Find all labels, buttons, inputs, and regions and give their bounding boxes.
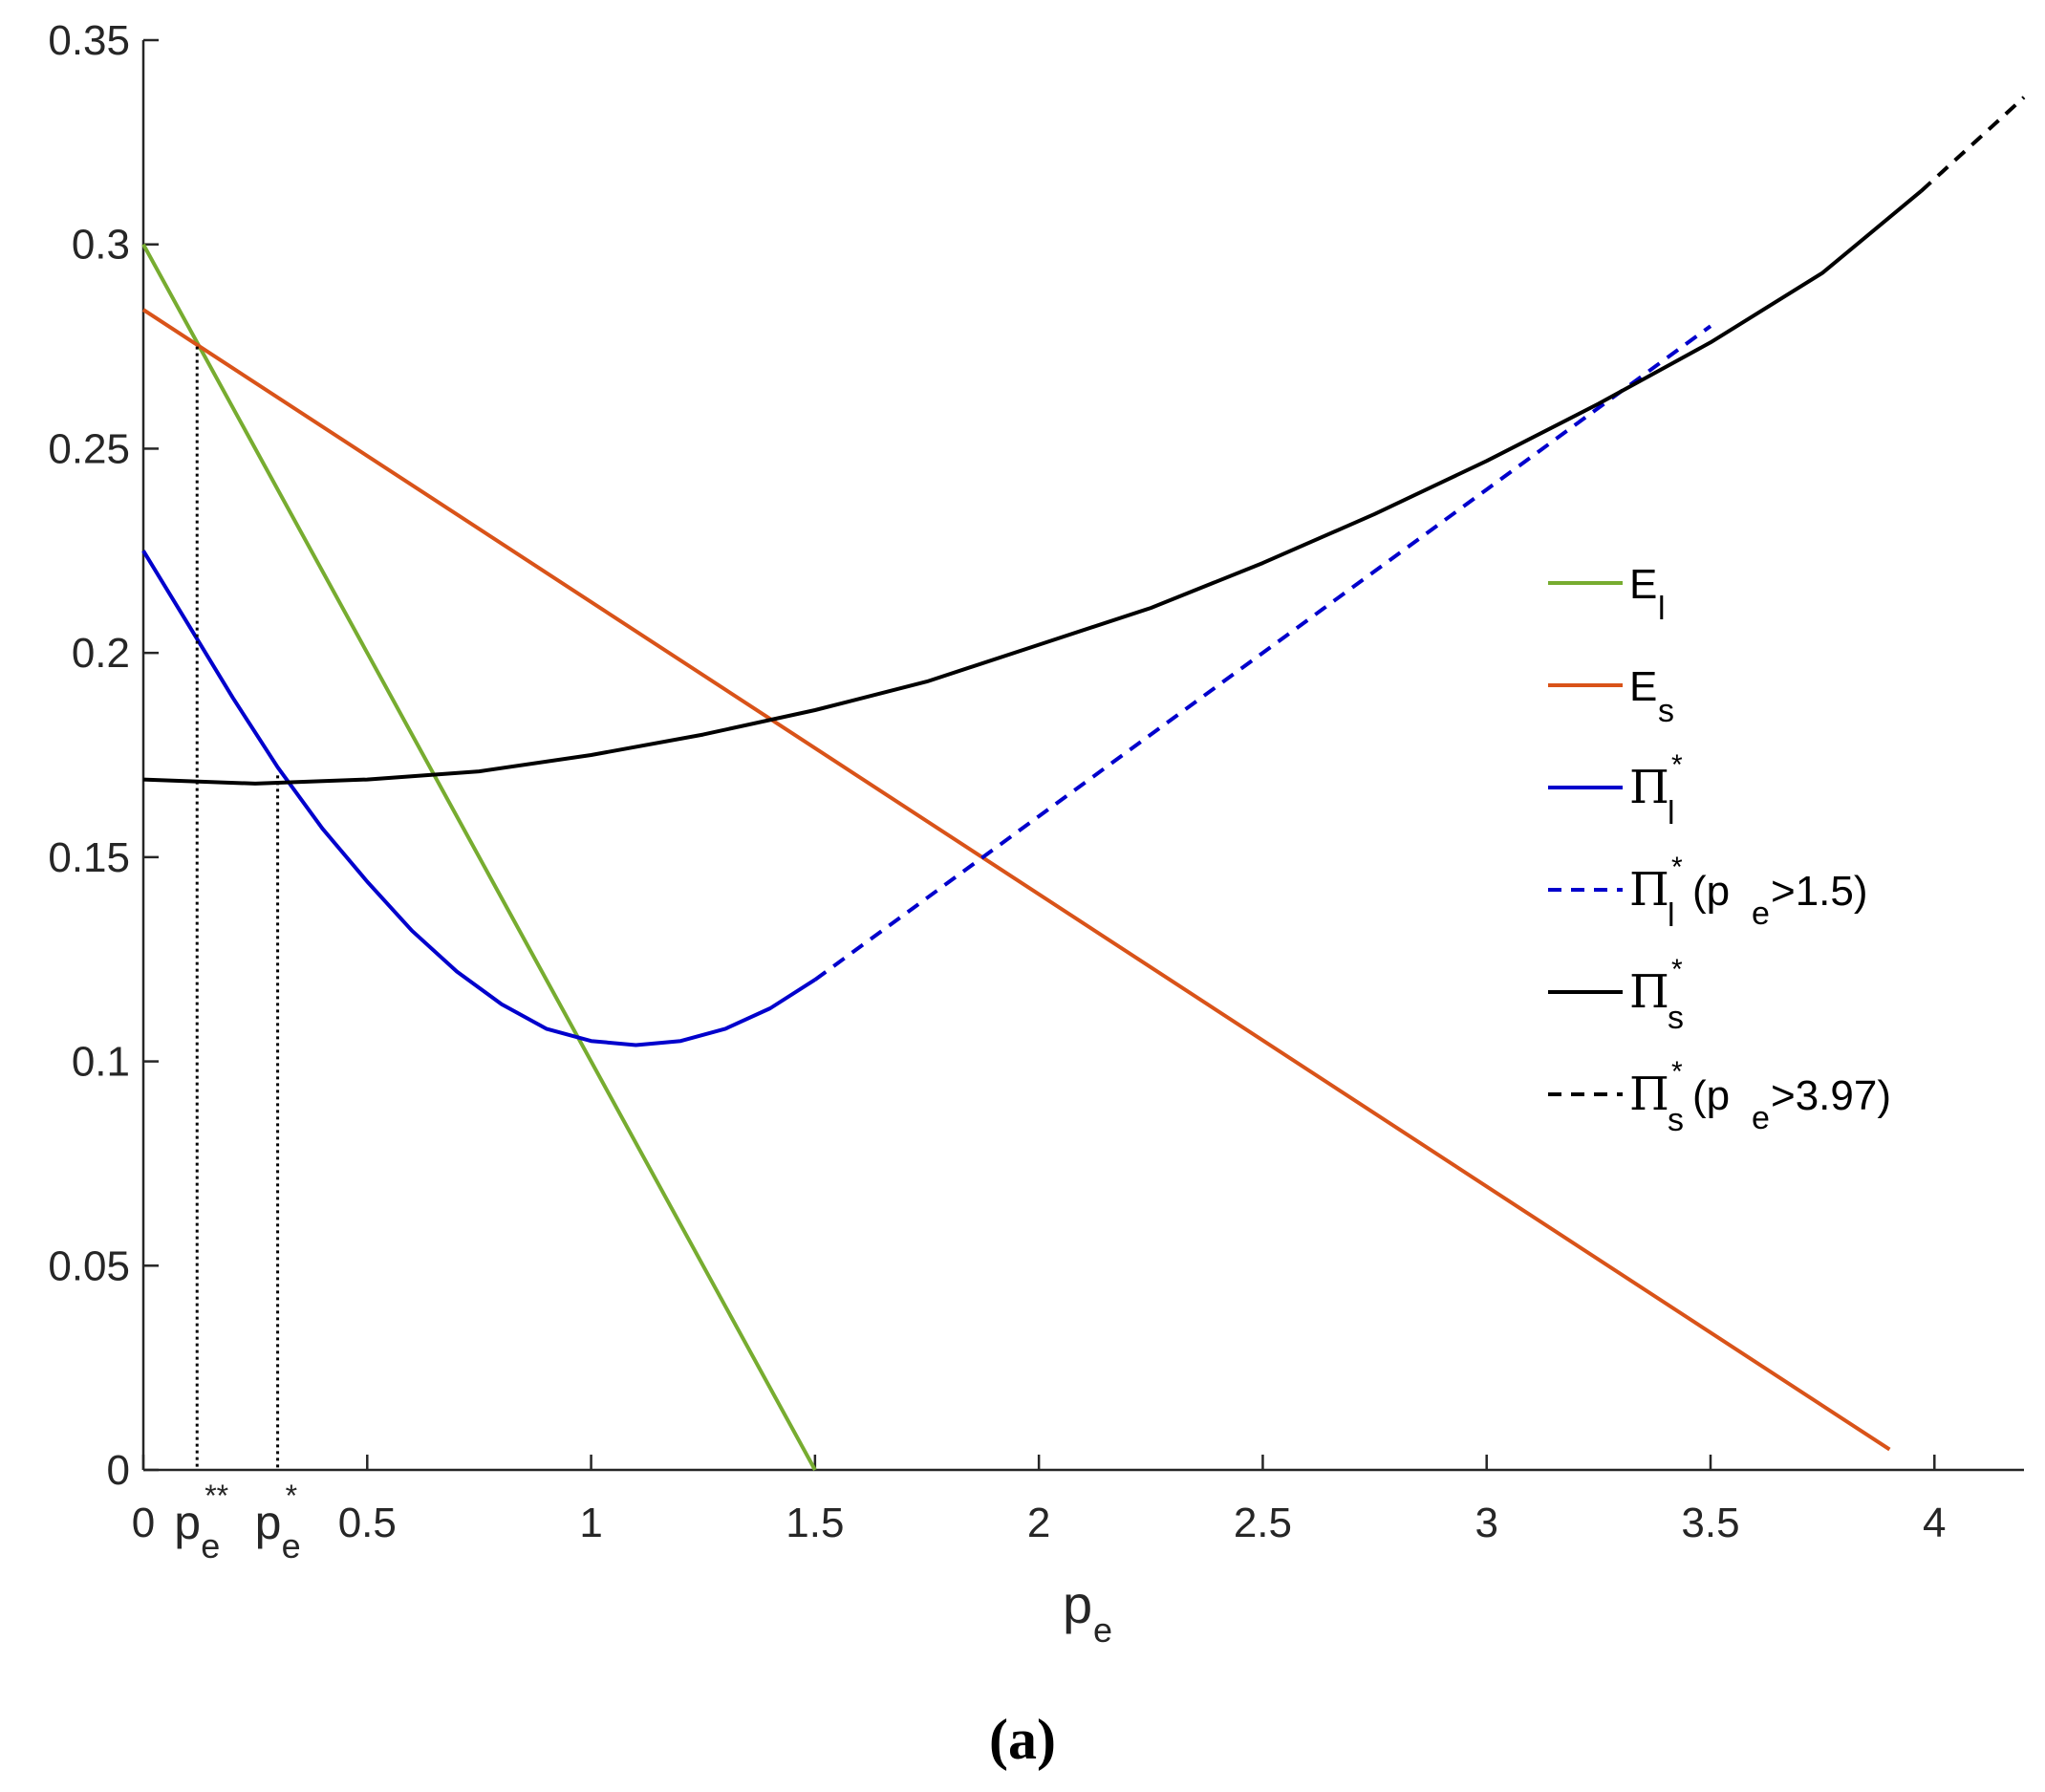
x-tick-label: 2 [1027, 1500, 1050, 1546]
axes: 0 0.5 1 1.5 2 2.5 3 3.5 4 0 0.05 0.1 0.15 0.2 0.25 0.3 0… [48, 17, 2024, 1546]
x-axis-label-main: p [1063, 1574, 1092, 1634]
legend-label-main: Π [1629, 761, 1669, 814]
x-tick-label: 0.5 [338, 1500, 397, 1546]
legend-label-suffix-sub: e [1752, 896, 1770, 932]
legend-label-suffix-sub: e [1752, 1100, 1770, 1136]
legend-label-suffix-close: >3.97) [1771, 1072, 1891, 1119]
legend-label-main: Π [1629, 1068, 1669, 1121]
x-tick-label: 3 [1475, 1500, 1497, 1546]
series-line-pi-l-pe-1-5- [813, 324, 1712, 982]
legend-label-suffix: (p [1692, 868, 1730, 915]
pe-markers: p e** p e* [174, 346, 301, 1565]
x-tick-label: 2.5 [1234, 1500, 1292, 1546]
legend-label-sup: * [1671, 852, 1683, 883]
pe-marker-label-main: p [174, 1496, 201, 1549]
y-tick-label: 0.35 [48, 17, 130, 64]
y-tick-label: 0.2 [72, 630, 130, 677]
x-tick-label: 1.5 [786, 1500, 844, 1546]
y-tick-label: 0.15 [48, 834, 130, 881]
y-tick-label: 0.1 [72, 1039, 130, 1086]
pe-marker-label-sup: ** [204, 1479, 228, 1513]
legend-label-suffix: (p [1692, 1072, 1730, 1119]
pe-marker-label-main: p [255, 1496, 282, 1549]
x-tick-label: 0 [132, 1500, 155, 1546]
series-line-e-l [141, 243, 817, 1471]
legend-label-suffix-close: >1.5) [1771, 868, 1868, 915]
legend-label-sub: s [1658, 693, 1674, 729]
series-line-pi-l- [141, 550, 816, 1047]
legend-label-sup: * [1671, 749, 1683, 781]
pe-marker-label-sub: e [201, 1526, 220, 1565]
legend-label-sub: l [1668, 795, 1675, 831]
legend-label-main: E [1629, 663, 1657, 710]
legend-label-main: E [1629, 561, 1657, 608]
series-line-pi-s- [142, 189, 1923, 786]
x-axis-label: p e [1063, 1574, 1112, 1650]
x-tick-label: 1 [579, 1500, 602, 1546]
pe-marker-label-sup: * [286, 1479, 297, 1513]
legend-label-sup: * [1671, 1056, 1683, 1088]
y-tick-label: 0.25 [48, 425, 130, 472]
figure-caption: (a) [989, 1708, 1056, 1771]
legend-label-sub: l [1668, 897, 1675, 934]
legend-label-sub: l [1658, 591, 1666, 627]
y-tick-label: 0 [107, 1447, 130, 1494]
y-tick-label: 0.3 [72, 222, 130, 269]
legend-label-main: Π [1629, 863, 1669, 917]
y-tick-label: 0.05 [48, 1242, 130, 1289]
plot-lines [141, 96, 2026, 1471]
x-tick-label: 4 [1923, 1500, 1946, 1546]
pe-marker-label-sub: e [282, 1526, 301, 1565]
legend-label-sub: s [1668, 1000, 1684, 1036]
series-line-e-s [141, 308, 1891, 1452]
x-axis-label-sub: e [1093, 1610, 1112, 1650]
series-line-pi-s-pe-3-97- [1919, 96, 2026, 193]
legend-label-sup: * [1671, 954, 1683, 985]
legend-label-main: Π [1629, 965, 1669, 1019]
legend-label-sub: s [1668, 1102, 1684, 1138]
x-tick-label: 3.5 [1681, 1500, 1739, 1546]
